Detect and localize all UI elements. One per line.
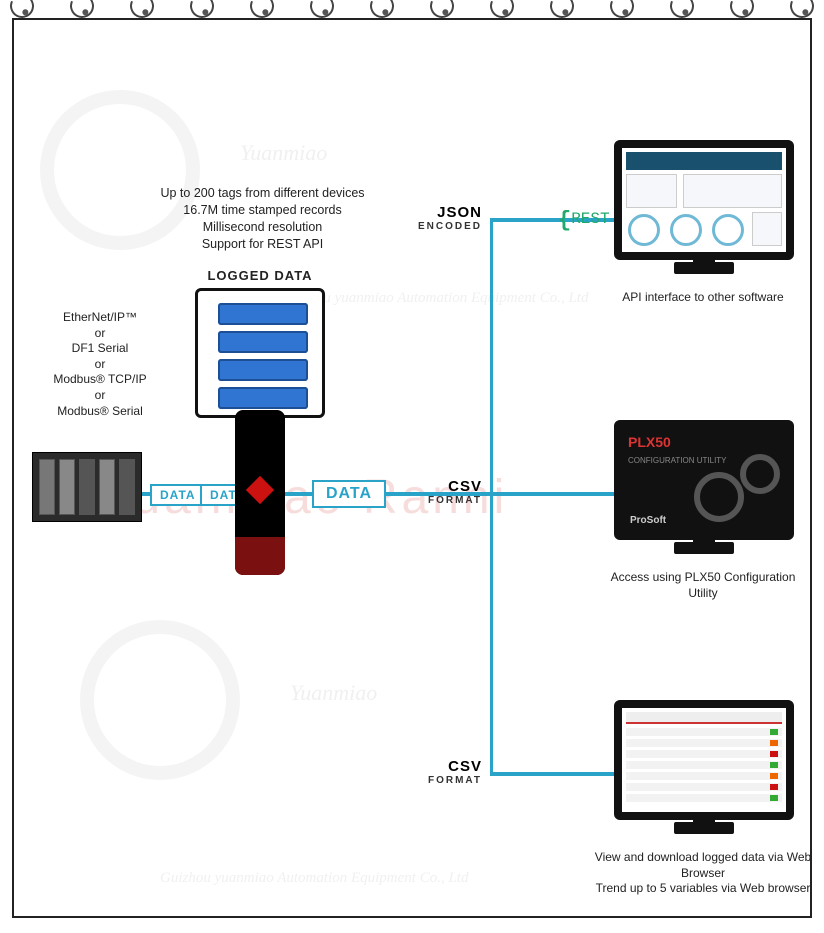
plc-rack-icon: [32, 452, 142, 522]
trunk-line: [490, 218, 493, 774]
protocol-item: Modbus® Serial: [57, 404, 143, 418]
csv-title: CSV: [408, 478, 482, 495]
data-pill-1: DATA: [150, 484, 206, 506]
protocol-or: or: [95, 357, 106, 371]
logger-device-icon: [235, 410, 285, 575]
csv-label-1: CSV FORMAT: [408, 478, 482, 506]
monitor-api-icon: [614, 140, 794, 260]
feature-line: Up to 200 tags from different devices: [160, 186, 364, 200]
logged-data-icon: [195, 288, 325, 418]
protocol-item: DF1 Serial: [72, 341, 129, 355]
monitor-api-caption: API interface to other software: [598, 290, 808, 306]
web-caption-1: View and download logged data via Web Br…: [595, 850, 811, 880]
web-caption-2: Trend up to 5 variables via Web browser: [596, 881, 811, 895]
csv-title: CSV: [408, 758, 482, 775]
monitor-web-icon: [614, 700, 794, 820]
feature-line: Millisecond resolution: [203, 220, 323, 234]
protocol-item: Modbus® TCP/IP: [53, 372, 146, 386]
csv-label-2: CSV FORMAT: [408, 758, 482, 786]
csv-subtitle: FORMAT: [408, 495, 482, 506]
feature-line: Support for REST API: [202, 237, 323, 251]
logged-data-title: LOGGED DATA: [195, 268, 325, 285]
protocol-list: EtherNet/IP™ or DF1 Serial or Modbus® TC…: [40, 310, 160, 419]
monitor-plx-caption: Access using PLX50 Configuration Utility: [598, 570, 808, 601]
csv-subtitle: FORMAT: [408, 775, 482, 786]
json-title: JSON: [408, 204, 482, 221]
json-subtitle: ENCODED: [408, 221, 482, 232]
monitor-plx-icon: PLX50 CONFIGURATION UTILITY ProSoft: [614, 420, 794, 540]
protocol-or: or: [95, 326, 106, 340]
plx-title: PLX50: [622, 428, 786, 456]
protocol-or: or: [95, 388, 106, 402]
feature-line: 16.7M time stamped records: [183, 203, 341, 217]
protocol-item: EtherNet/IP™: [63, 310, 137, 324]
json-label: JSON ENCODED: [408, 204, 482, 232]
plx-brand: ProSoft: [630, 515, 666, 526]
feature-list: Up to 200 tags from different devices 16…: [140, 185, 385, 253]
data-pill-3: DATA: [312, 480, 386, 508]
monitor-web-caption: View and download logged data via Web Br…: [578, 850, 824, 897]
